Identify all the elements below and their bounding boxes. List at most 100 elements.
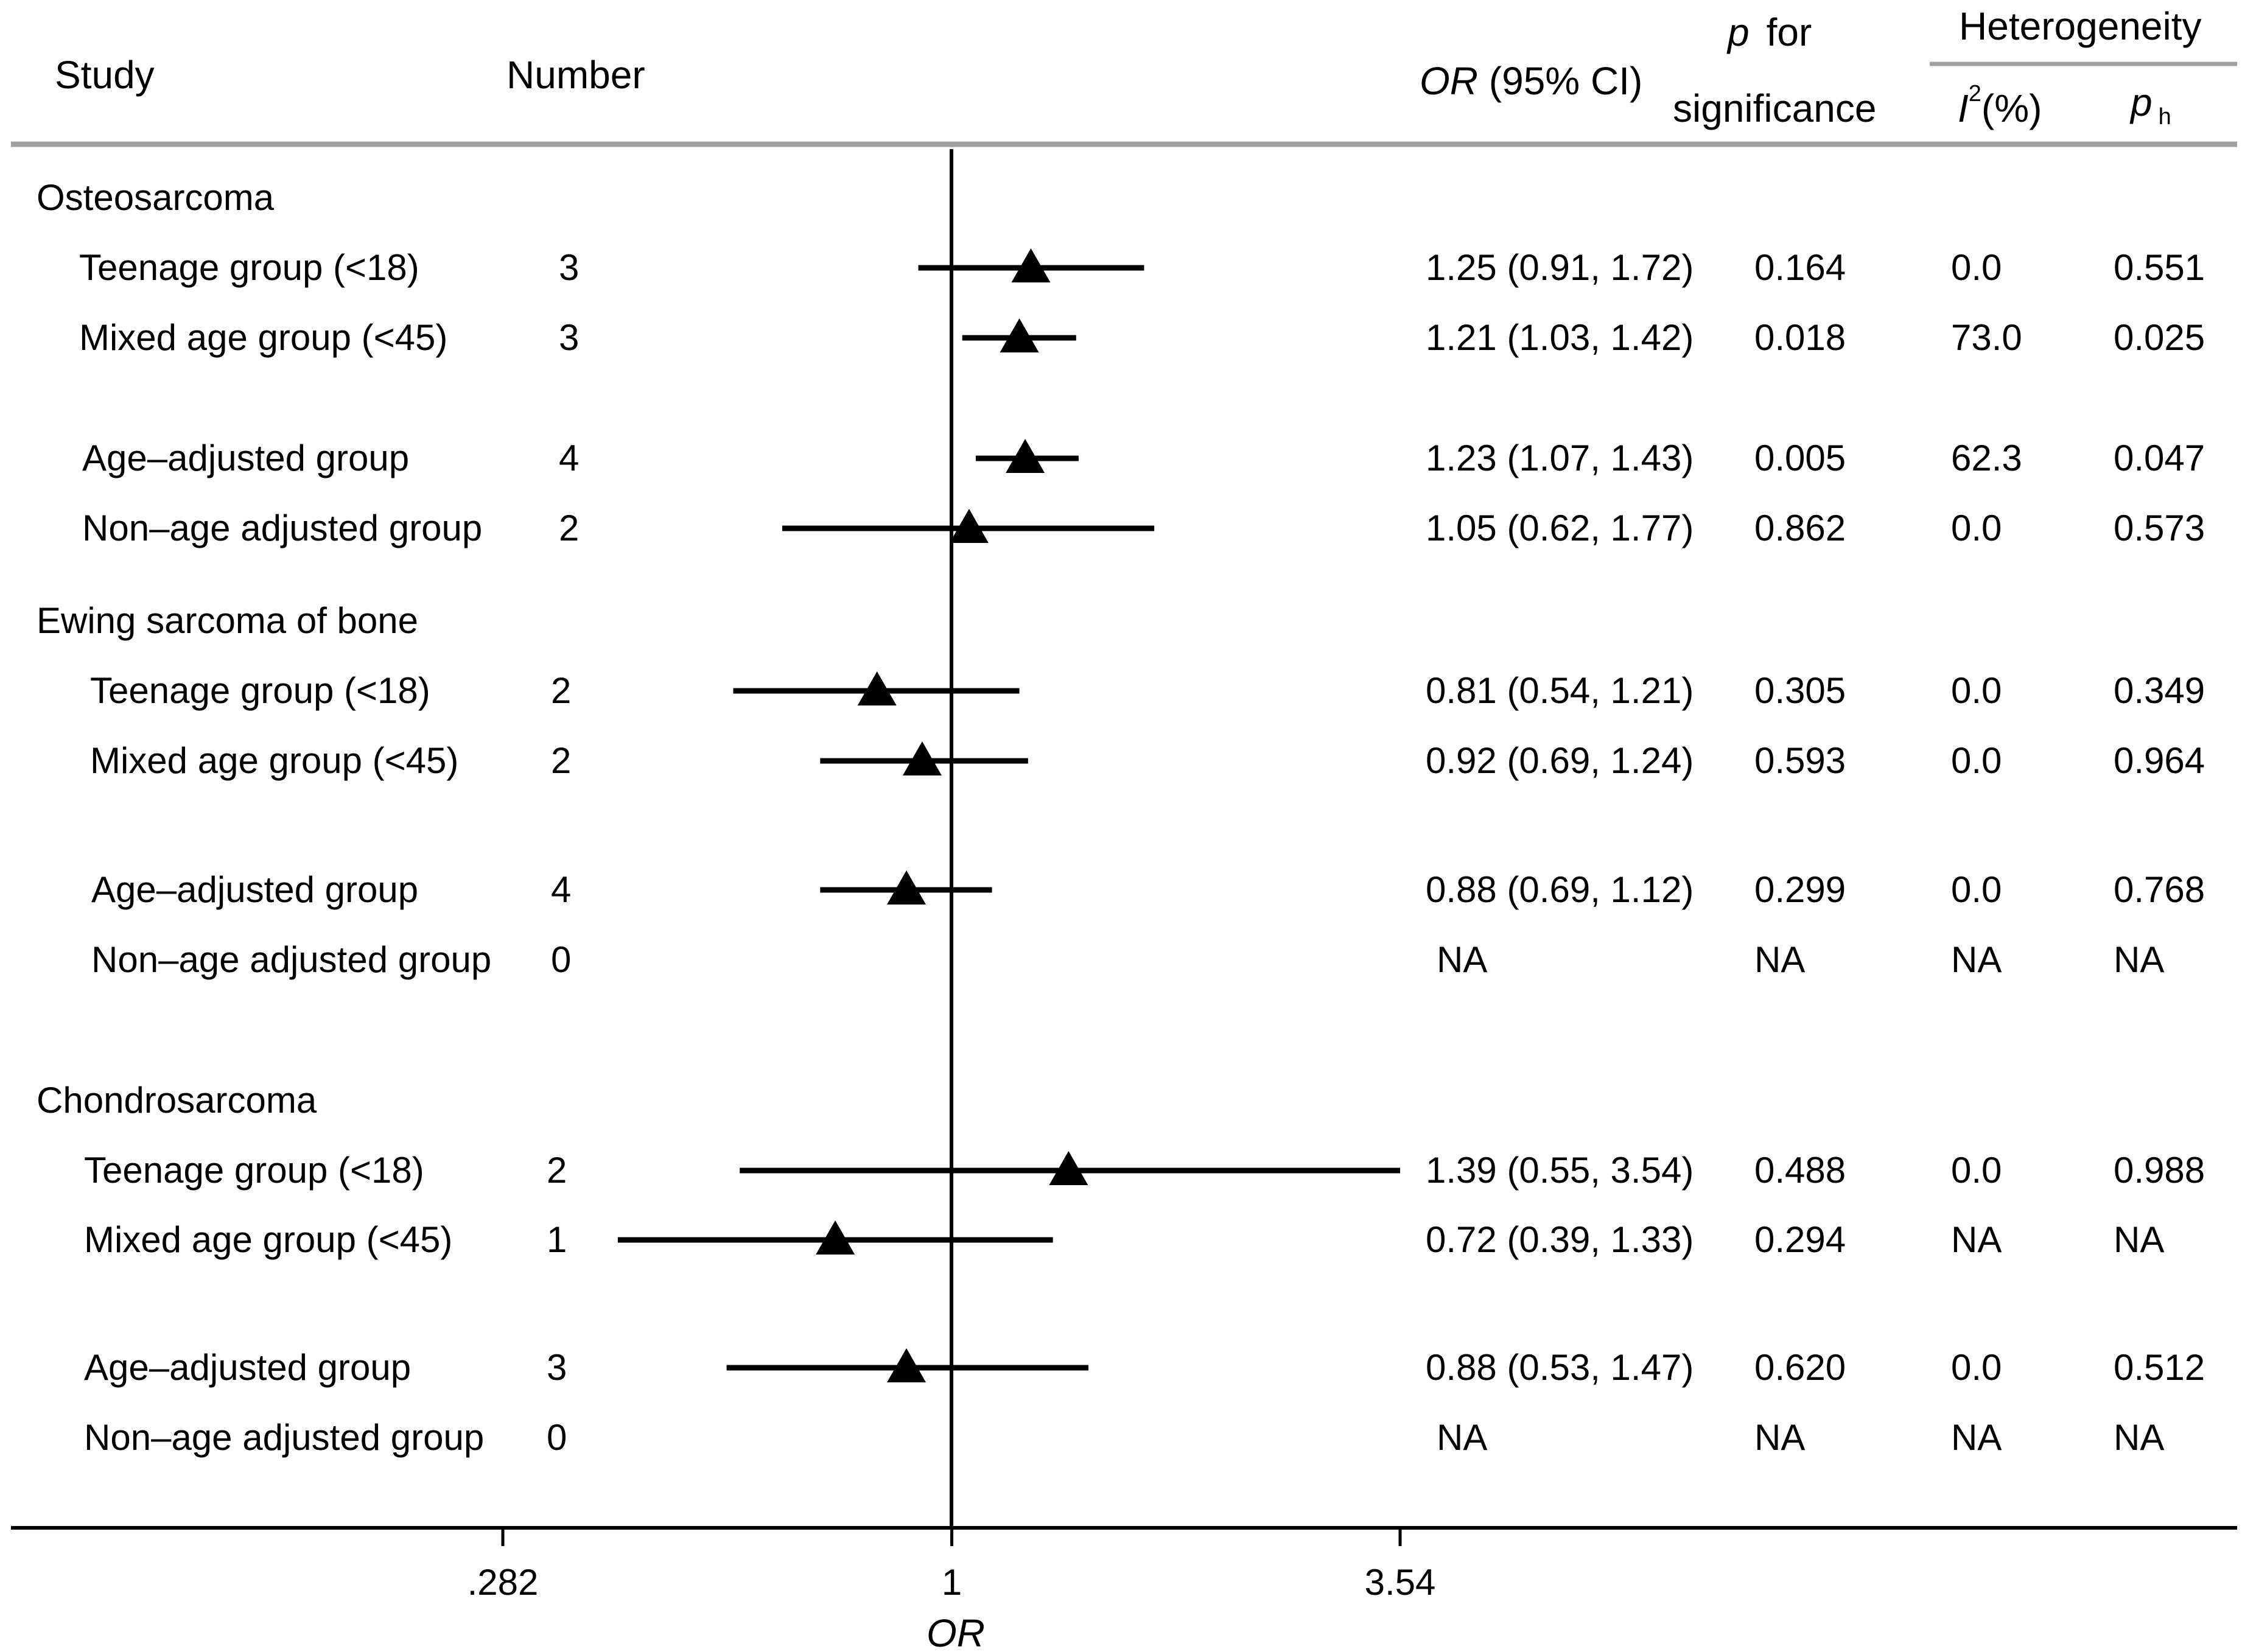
- x-tick-label: 3.54: [1365, 1562, 1436, 1603]
- row-number: 2: [547, 1150, 567, 1191]
- row-label: Mixed age group (<45): [90, 740, 458, 781]
- row-ph: 0.349: [2114, 670, 2205, 711]
- header-ph-sub: h: [2159, 104, 2171, 130]
- row-label: Teenage group (<18): [84, 1150, 424, 1191]
- row-or-ci: NA: [1437, 1417, 1487, 1458]
- header-heterogeneity: Heterogeneity: [1959, 4, 2201, 48]
- table-row: Age–adjusted group 4 0.88 (0.69, 1.12) 0.29…: [91, 869, 2205, 910]
- row-label: Mixed age group (<45): [79, 317, 447, 358]
- x-axis-label: OR: [927, 1611, 985, 1652]
- row-p-value: 0.294: [1754, 1219, 1846, 1260]
- row-p-value: NA: [1754, 1417, 1805, 1458]
- row-or-ci: 0.92 (0.69, 1.24): [1426, 740, 1694, 781]
- point-estimate-marker: [816, 1220, 855, 1255]
- table-row: Non–age adjusted group 2 1.05 (0.62, 1.77)…: [82, 508, 2205, 548]
- header-or: OR (95% CI): [1420, 59, 1642, 103]
- row-or-ci: 1.05 (0.62, 1.77): [1426, 508, 1694, 548]
- row-or-ci: 1.23 (1.07, 1.43): [1426, 438, 1694, 478]
- row-number: 2: [551, 670, 571, 711]
- point-estimate-marker: [887, 870, 927, 905]
- row-p-value: 0.299: [1754, 869, 1846, 910]
- row-i2: 0.0: [1951, 1150, 2002, 1191]
- row-number: 2: [559, 508, 579, 548]
- point-estimate-marker: [1011, 248, 1051, 282]
- header-i2: I2(%): [1958, 81, 2042, 130]
- point-estimate-marker: [857, 671, 897, 705]
- row-or-ci: 1.21 (1.03, 1.42): [1426, 317, 1694, 358]
- section-label: Chondrosarcoma: [37, 1080, 317, 1121]
- row-p-value: NA: [1754, 939, 1805, 980]
- row-p-value: 0.862: [1754, 508, 1846, 548]
- row-number: 3: [559, 317, 579, 358]
- point-estimate-marker: [1006, 439, 1045, 473]
- row-i2: 0.0: [1951, 869, 2002, 910]
- row-ph: 0.551: [2114, 247, 2205, 288]
- table-row: Teenage group (<18) 2 1.39 (0.55, 3.54) 0.4…: [84, 1150, 2205, 1191]
- row-i2: 73.0: [1951, 317, 2022, 358]
- row-p-value: 0.593: [1754, 740, 1846, 781]
- row-label: Age–adjusted group: [91, 869, 418, 910]
- row-ph: NA: [2114, 1219, 2164, 1260]
- row-p-value: 0.305: [1754, 670, 1846, 711]
- point-estimate-marker: [1000, 318, 1039, 352]
- header-significance: significance: [1673, 86, 1876, 130]
- header-ph-italic: p: [2129, 80, 2153, 124]
- header-number: Number: [506, 53, 645, 97]
- row-number: 4: [559, 438, 579, 478]
- row-i2: NA: [1951, 1219, 2002, 1260]
- row-i2: 0.0: [1951, 247, 2002, 288]
- header-p-rest: for: [1767, 10, 1812, 54]
- point-estimate-marker: [887, 1348, 927, 1382]
- row-p-value: 0.488: [1754, 1150, 1846, 1191]
- row-label: Age–adjusted group: [84, 1347, 411, 1388]
- header-or-italic: OR: [1420, 59, 1478, 103]
- row-or-ci: 1.39 (0.55, 3.54): [1426, 1150, 1694, 1191]
- row-or-ci: 0.72 (0.39, 1.33): [1426, 1219, 1694, 1260]
- row-ph: 0.512: [2114, 1347, 2205, 1388]
- row-number: 4: [551, 869, 571, 910]
- row-ph: 0.964: [2114, 740, 2205, 781]
- row-or-ci: 1.25 (0.91, 1.72): [1426, 247, 1694, 288]
- row-label: Teenage group (<18): [79, 247, 419, 288]
- row-label: Non–age adjusted group: [82, 508, 482, 548]
- row-number: 3: [547, 1347, 567, 1388]
- table-row: Teenage group (<18) 3 1.25 (0.91, 1.72) 0.1…: [79, 247, 2205, 288]
- table-row: Age–adjusted group 4 1.23 (1.07, 1.43) 0.00…: [82, 438, 2205, 478]
- row-ph: 0.025: [2114, 317, 2205, 358]
- point-estimate-marker: [1049, 1151, 1088, 1185]
- row-i2: 0.0: [1951, 670, 2002, 711]
- row-number: 1: [547, 1219, 567, 1260]
- row-i2: NA: [1951, 1417, 2002, 1458]
- row-i2: 62.3: [1951, 438, 2022, 478]
- row-p-value: 0.005: [1754, 438, 1846, 478]
- row-ph: 0.047: [2114, 438, 2205, 478]
- x-tick-label: .282: [468, 1562, 539, 1603]
- table-row: Non–age adjusted group 0 NA NA NA NA: [91, 939, 2164, 980]
- row-label: Mixed age group (<45): [84, 1219, 452, 1260]
- row-ph: 0.768: [2114, 869, 2205, 910]
- header-i2-rest: (%): [1981, 86, 2042, 130]
- table-row: Age–adjusted group 3 0.88 (0.53, 1.47) 0.62…: [84, 1347, 2205, 1388]
- row-number: 2: [551, 740, 571, 781]
- header-study: Study: [55, 53, 155, 97]
- point-estimate-marker: [949, 509, 989, 543]
- table-row: Mixed age group (<45) 2 0.92 (0.69, 1.24) 0…: [90, 740, 2205, 781]
- header-p-for: p for: [1726, 10, 1812, 54]
- row-or-ci: NA: [1437, 939, 1487, 980]
- row-number: 0: [551, 939, 571, 980]
- row-or-ci: 0.81 (0.54, 1.21): [1426, 670, 1694, 711]
- header-or-rest: (95% CI): [1478, 59, 1642, 103]
- table-rows: Osteosarcoma Teenage group (<18) 3 1.25 (0.…: [37, 177, 2205, 1458]
- row-label: Age–adjusted group: [82, 438, 409, 478]
- section-label: Ewing sarcoma of bone: [37, 600, 418, 641]
- row-number: 0: [547, 1417, 567, 1458]
- x-tick-label: 1: [942, 1562, 962, 1603]
- row-number: 3: [559, 247, 579, 288]
- table-row: Mixed age group (<45) 3 1.21 (1.03, 1.42) 0…: [79, 317, 2205, 358]
- row-ph: 0.573: [2114, 508, 2205, 548]
- row-p-value: 0.620: [1754, 1347, 1846, 1388]
- section-label: Osteosarcoma: [37, 177, 275, 218]
- row-i2: NA: [1951, 939, 2002, 980]
- row-or-ci: 0.88 (0.69, 1.12): [1426, 869, 1694, 910]
